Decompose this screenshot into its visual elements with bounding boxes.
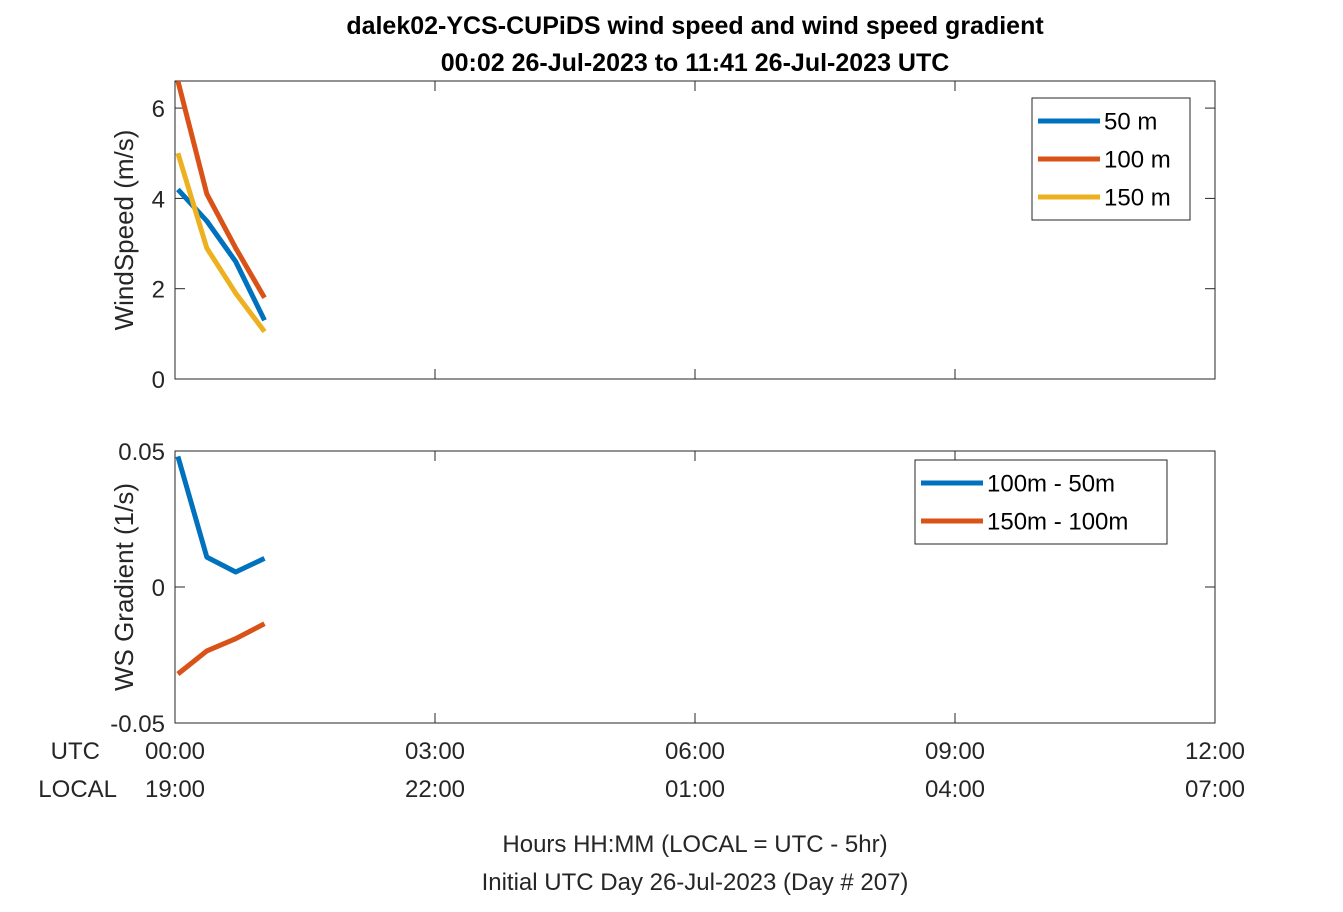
series-line <box>176 187 267 322</box>
legend-entry: 150m - 100m <box>987 509 1128 536</box>
legend: 50 m 100 m 150 m <box>1031 97 1191 221</box>
legend-entry: 100m - 50m <box>987 471 1115 498</box>
series-line <box>175 455 266 575</box>
wind-speed-panel: 0 2 4 6 WindSpeed (m/s) 50 m 100 m 150 m <box>109 80 1216 394</box>
series-line <box>175 81 267 299</box>
legend-entry: 50 m <box>1104 109 1157 136</box>
utc-row-label: UTC <box>51 738 100 765</box>
x-tick-label-local: 04:00 <box>925 776 985 803</box>
chart-title-line2: 00:02 26-Jul-2023 to 11:41 26-Jul-2023 U… <box>441 49 950 77</box>
y-tick-label: 0.05 <box>118 439 165 466</box>
ws-gradient-panel: -0.05 0 0.05 WS Gradient (1/s) 100m - 50m 150… <box>109 439 1216 738</box>
y-tick-label: 0 <box>152 575 165 602</box>
x-tick-label-utc: 06:00 <box>665 738 725 765</box>
legend-box <box>914 459 1168 545</box>
x-axis-label-line1: Hours HH:MM (LOCAL = UTC - 5hr) <box>502 831 887 858</box>
y-tick-label: 2 <box>152 277 165 304</box>
chart-title-line1: dalek02-YCS-CUPiDS wind speed and wind s… <box>346 12 1044 40</box>
y-tick-label: 4 <box>152 186 165 213</box>
y-axis-label: WindSpeed (m/s) <box>109 130 139 331</box>
series-line <box>176 621 266 676</box>
x-tick-label-utc: 09:00 <box>925 738 985 765</box>
x-tick-label-local: 19:00 <box>145 776 205 803</box>
x-axis-label-line2: Initial UTC Day 26-Jul-2023 (Day # 207) <box>482 869 909 896</box>
x-tick-label-utc: 03:00 <box>405 738 465 765</box>
x-tick-label-utc: 00:00 <box>145 738 205 765</box>
legend-entry: 100 m <box>1104 147 1171 174</box>
y-tick-label: 0 <box>152 367 165 394</box>
x-tick-label-utc: 12:00 <box>1185 738 1245 765</box>
series-line <box>175 152 267 334</box>
x-tick-label-local: 01:00 <box>665 776 725 803</box>
x-tick-label-local: 07:00 <box>1185 776 1245 803</box>
time-axis: UTC LOCAL 00:00 19:00 03:00 22:00 06:00 01:00… <box>38 738 1245 803</box>
y-tick-label: -0.05 <box>110 711 165 738</box>
x-tick-label-local: 22:00 <box>405 776 465 803</box>
legend-entry: 150 m <box>1104 185 1171 212</box>
y-axis-label: WS Gradient (1/s) <box>109 483 139 691</box>
legend: 100m - 50m 150m - 100m <box>914 459 1168 545</box>
local-row-label: LOCAL <box>38 776 117 803</box>
y-tick-label: 6 <box>152 96 165 123</box>
